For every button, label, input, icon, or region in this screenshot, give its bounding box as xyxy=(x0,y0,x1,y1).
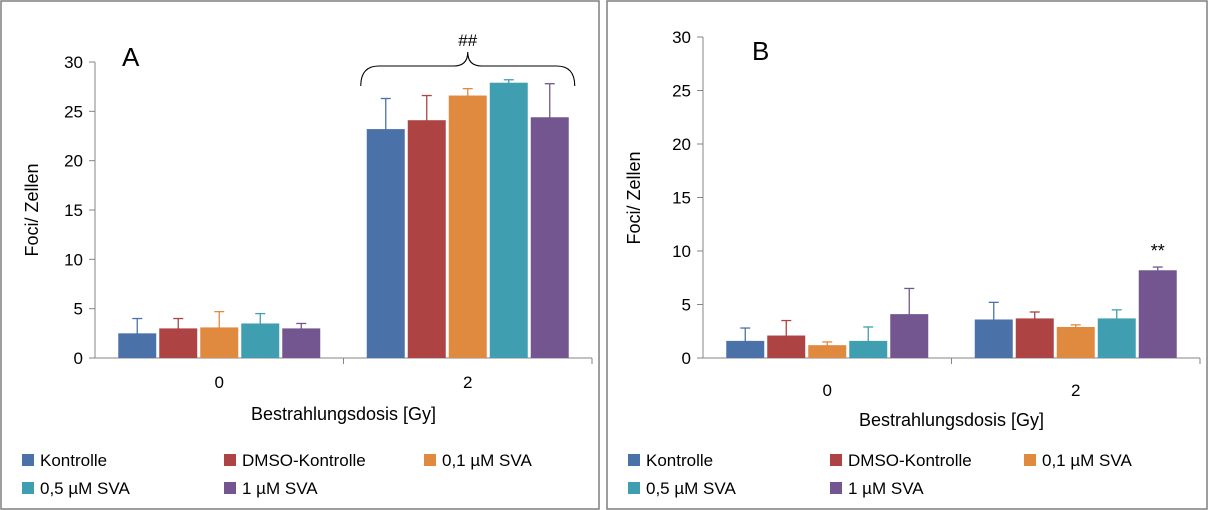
chart-b-y-tick-label: 25 xyxy=(672,82,691,101)
chart-b-y-tick-label: 0 xyxy=(682,349,691,368)
chart-b-bar xyxy=(1056,326,1095,358)
chart-a-x-tick-label: 2 xyxy=(463,373,472,392)
chart-b-legend-label: 1 µM SVA xyxy=(848,479,924,498)
chart-b-y-tick-label: 5 xyxy=(682,296,691,315)
chart-b-y-tick-label: 15 xyxy=(672,189,691,208)
chart-b-y-tick-label: 20 xyxy=(672,135,691,154)
chart-a-y-axis-label: Foci/ Zellen xyxy=(22,163,42,256)
chart-a-y-tick-label: 10 xyxy=(64,250,83,269)
chart-b-x-tick-label: 2 xyxy=(1071,381,1080,400)
chart-a-significance-brace xyxy=(360,51,576,87)
chart-a-bar xyxy=(366,129,405,358)
chart-a-bar xyxy=(530,117,569,359)
chart-a-legend-label: DMSO-Kontrolle xyxy=(242,451,366,470)
chart-a-frame xyxy=(0,0,600,510)
chart-a-legend-swatch xyxy=(224,454,236,466)
chart-a-y-tick-label: 20 xyxy=(64,152,83,171)
chart-a-legend-label: Kontrolle xyxy=(40,451,107,470)
chart-a-legend-swatch xyxy=(224,482,236,494)
chart-b-x-axis-label: Bestrahlungsdosis [Gy] xyxy=(859,410,1044,430)
chart-b-frame xyxy=(606,0,1208,510)
chart-b-y-axis-label: Foci/ Zellen xyxy=(624,151,644,244)
chart-b-legend-swatch xyxy=(628,482,640,494)
chart-b-legend-swatch xyxy=(830,454,842,466)
chart-a-legend-label: 1 µM SVA xyxy=(242,479,318,498)
chart-a-legend-swatch xyxy=(22,482,34,494)
chart-b-panel-label: B xyxy=(752,36,769,66)
chart-a-y-tick-label: 30 xyxy=(64,53,83,72)
chart-a-svg: 0 5 10 15 20 25 30 0 2 Foci/ Zellen Bestrahlungsdo… xyxy=(0,0,600,510)
chart-a-bar xyxy=(448,95,487,359)
chart-b-legend-label: 0,5 µM SVA xyxy=(646,479,736,498)
chart-a-y-tick-label: 5 xyxy=(74,300,83,319)
chart-b-legend-swatch xyxy=(1024,454,1036,466)
chart-a-legend-swatch xyxy=(22,454,34,466)
chart-a-significance-label: ## xyxy=(458,31,477,50)
chart-a-legend-label: 0,5 µM SVA xyxy=(40,479,130,498)
chart-a-panel-label: A xyxy=(122,42,140,72)
chart-b-legend-swatch xyxy=(628,454,640,466)
chart-b-significance-label: ** xyxy=(1151,241,1165,261)
chart-b-legend-label: DMSO-Kontrolle xyxy=(848,451,972,470)
chart-panel-b: 0 5 10 15 20 25 30 0 2 Foci/ Zellen Bestrahlungsdo… xyxy=(606,0,1208,510)
chart-b-y-tick-label: 10 xyxy=(672,242,691,261)
chart-a-x-axis-label: Bestrahlungsdosis [Gy] xyxy=(251,404,436,424)
chart-a-y-tick-label: 15 xyxy=(64,201,83,220)
chart-panel-a: 0 5 10 15 20 25 30 0 2 Foci/ Zellen Bestrahlungsdo… xyxy=(0,0,600,510)
chart-a-y-tick-label: 25 xyxy=(64,102,83,121)
chart-b-y-tick-label: 30 xyxy=(672,28,691,47)
chart-a-x-tick-label: 0 xyxy=(215,373,224,392)
chart-a-legend-swatch xyxy=(424,454,436,466)
chart-a-y-tick-label: 0 xyxy=(74,349,83,368)
chart-b-bar xyxy=(1138,270,1177,358)
chart-b-legend-label: Kontrolle xyxy=(646,451,713,470)
chart-b-legend-label: 0,1 µM SVA xyxy=(1042,451,1132,470)
chart-b-svg: 0 5 10 15 20 25 30 0 2 Foci/ Zellen Bestrahlungsdo… xyxy=(606,0,1208,510)
chart-b-bar xyxy=(808,345,847,358)
chart-a-bar xyxy=(489,82,528,358)
chart-a-bar xyxy=(407,120,446,358)
chart-b-legend-swatch xyxy=(830,482,842,494)
chart-b-x-tick-label: 0 xyxy=(823,381,832,400)
chart-a-legend-label: 0,1 µM SVA xyxy=(442,451,532,470)
